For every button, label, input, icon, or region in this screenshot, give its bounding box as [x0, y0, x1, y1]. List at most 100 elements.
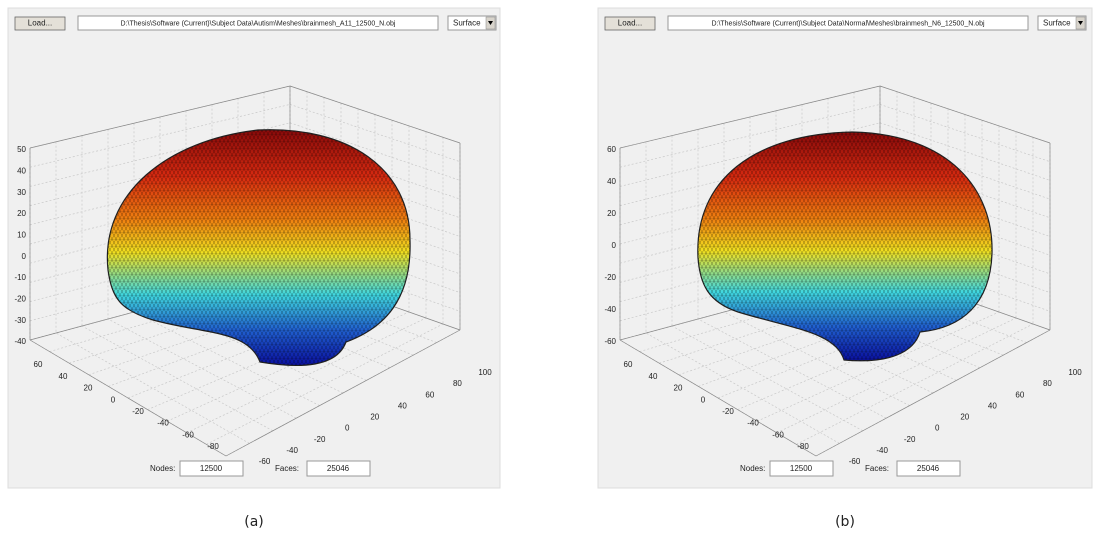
axis-edge	[815, 329, 1051, 457]
x-tick-label: 20	[370, 413, 379, 422]
x-tick-label: 100	[478, 368, 492, 377]
grid-line	[49, 275, 308, 352]
x-tick-label: 100	[1068, 368, 1082, 377]
view-mode-dropdown[interactable]	[1037, 15, 1087, 31]
axis-edge	[619, 339, 817, 457]
x-tick-label: 0	[345, 424, 350, 433]
grid-line	[29, 104, 291, 168]
dropdown-arrow	[488, 21, 493, 25]
z-tick-label: 40	[17, 166, 26, 175]
grid-line	[697, 318, 887, 419]
grid-line	[29, 159, 291, 226]
grid-line	[619, 214, 881, 283]
x-tick-label: -60	[849, 457, 861, 466]
y-tick-label: 40	[59, 372, 68, 381]
axis-edge	[225, 329, 461, 457]
grid-line	[723, 311, 910, 406]
y-tick-label: 60	[34, 360, 43, 369]
grid-line	[206, 323, 444, 445]
view-mode-dropdown[interactable]	[447, 15, 497, 31]
z-tick-label: -40	[604, 305, 616, 314]
caption: (a)	[244, 514, 264, 530]
grid-line	[796, 323, 1034, 445]
y-tick-label: 0	[111, 395, 116, 404]
grid-line	[29, 177, 291, 245]
y-tick-label: 20	[674, 384, 683, 393]
x-tick-label: -40	[286, 446, 298, 455]
load-button[interactable]	[604, 16, 656, 31]
faces-box	[896, 460, 961, 477]
grid-line	[186, 317, 427, 434]
y-tick-label: -60	[182, 430, 194, 439]
faces-label: Faces:	[275, 464, 299, 473]
z-tick-label: 0	[22, 252, 27, 261]
grid-line	[757, 311, 1000, 422]
x-tick-label: 40	[988, 401, 997, 410]
x-tick-label: 80	[453, 379, 462, 388]
grid-line	[29, 214, 291, 283]
x-tick-label: -20	[314, 435, 326, 444]
faces-value: 25046	[917, 464, 940, 473]
axis-edge	[29, 85, 291, 149]
y-tick-label: -20	[722, 407, 734, 416]
matlab-panel: Load... D:\Thesis\Software (Current)\Subj…	[597, 7, 1093, 489]
z-tick-label: 40	[607, 177, 616, 186]
z-tick-label: -30	[14, 316, 26, 325]
z-tick-label: 20	[607, 209, 616, 218]
x-tick-label: -40	[876, 446, 888, 455]
grid-line	[639, 275, 898, 352]
faces-label: Faces:	[865, 464, 889, 473]
grid-line	[619, 196, 881, 264]
file-path-box	[667, 15, 1029, 31]
x-tick-label: 60	[1015, 390, 1024, 399]
y-tick-label: -80	[797, 442, 809, 451]
grid-line	[107, 318, 297, 419]
y-tick-label: 60	[624, 360, 633, 369]
x-tick-label: 60	[425, 390, 434, 399]
grid-line	[619, 177, 881, 245]
z-tick-label: -40	[14, 337, 26, 346]
nodes-box	[769, 460, 834, 477]
y-tick-label: -40	[157, 419, 169, 428]
file-path-box	[77, 15, 439, 31]
y-tick-label: 40	[649, 372, 658, 381]
view-mode: Surface	[453, 19, 481, 28]
y-tick-label: -40	[747, 419, 759, 428]
y-tick-label: 0	[701, 395, 706, 404]
grid-line	[133, 311, 320, 406]
nodes-box	[179, 460, 244, 477]
x-tick-label: 80	[1043, 379, 1052, 388]
grid-line	[645, 332, 840, 444]
y-tick-label: -80	[207, 442, 219, 451]
grid-line	[619, 104, 881, 168]
matlab-panel: Load... D:\Thesis\Software (Current)\Subj…	[7, 7, 501, 489]
file-path: D:\Thesis\Software (Current)\Subject Dat…	[121, 20, 396, 27]
z-tick-label: 10	[17, 230, 26, 239]
axis-edge	[619, 85, 881, 149]
grid-line	[289, 104, 461, 163]
view-mode: Surface	[1043, 19, 1071, 28]
brain-mesh-wireframe	[107, 129, 411, 366]
grid-line	[619, 159, 881, 226]
z-tick-label: -60	[604, 337, 616, 346]
z-tick-label: 30	[17, 188, 26, 197]
grid-line	[776, 317, 1017, 434]
y-tick-label: 20	[84, 384, 93, 393]
caption: (b)	[835, 514, 855, 530]
z-tick-label: 60	[607, 145, 616, 154]
nodes-value: 12500	[790, 464, 813, 473]
z-tick-label: 50	[17, 145, 26, 154]
axis-edge	[29, 339, 227, 457]
z-tick-label: -20	[604, 273, 616, 282]
x-tick-label: 0	[935, 424, 940, 433]
file-path: D:\Thesis\Software (Current)\Subject Dat…	[711, 20, 985, 27]
grid-line	[55, 332, 250, 444]
load-button[interactable]	[14, 16, 66, 31]
z-tick-label: 20	[17, 209, 26, 218]
brain-mesh-wireframe	[697, 132, 993, 361]
z-tick-label: 0	[612, 241, 617, 250]
axis-edge	[879, 85, 1051, 144]
load-button-label: Load...	[28, 19, 52, 28]
